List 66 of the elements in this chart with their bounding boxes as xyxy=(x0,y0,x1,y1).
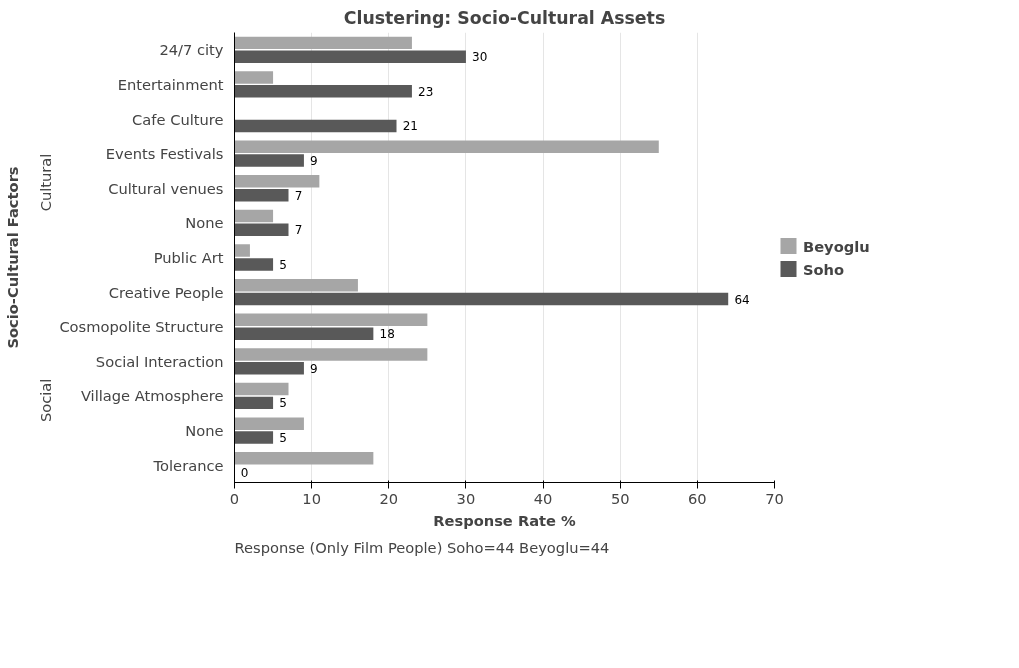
text: Social xyxy=(37,378,54,423)
x-axis-title: Response Rate % xyxy=(433,511,577,529)
y-tick-label: Public Art xyxy=(153,249,224,266)
bar xyxy=(234,313,428,327)
bar xyxy=(234,85,412,98)
data-label: 30 xyxy=(472,50,488,65)
data-label: 23 xyxy=(418,84,434,99)
data-label: 7 xyxy=(294,223,303,238)
data-label: 5 xyxy=(279,431,287,445)
bar xyxy=(234,140,659,153)
bar xyxy=(234,362,304,375)
y-tick-label: None xyxy=(185,422,224,440)
data-label: 21 xyxy=(402,119,418,134)
y-tick-label: Events Festivals xyxy=(105,145,224,163)
y-tick-label: Tolerance xyxy=(152,456,224,474)
data-label: 18 xyxy=(379,327,395,342)
bar xyxy=(234,382,289,396)
bar xyxy=(234,223,289,237)
y-axis-title: Socio-Cultural Factors xyxy=(3,166,21,349)
bar xyxy=(234,431,274,444)
data-label: 64 xyxy=(734,292,750,307)
data-label: 5 xyxy=(279,257,287,272)
data-label: 7 xyxy=(294,188,303,203)
text: Cultural xyxy=(37,153,54,212)
bar xyxy=(234,71,274,84)
bar xyxy=(234,188,289,202)
y-tick-label: Social Interaction xyxy=(95,352,224,370)
y-tick-label: Cultural venues xyxy=(108,179,224,197)
bar xyxy=(234,348,428,361)
bar xyxy=(234,452,374,465)
legend-label: Soho xyxy=(803,260,846,277)
x-tick-label: 40 xyxy=(533,489,553,507)
chart-title: Clustering: Socio-Cultural Assets xyxy=(343,7,666,28)
bar xyxy=(234,154,304,167)
y-tick-label: Cafe Culture xyxy=(132,110,224,128)
bar xyxy=(234,209,274,223)
x-tick-label: 20 xyxy=(379,489,399,507)
y-tick-label: Cosmopolite Structure xyxy=(59,318,224,336)
bar xyxy=(234,50,466,63)
legend-label: Beyoglu xyxy=(803,237,870,254)
bar xyxy=(234,327,374,340)
data-label: 0 xyxy=(240,465,249,480)
bar xyxy=(234,292,729,306)
x-tick-label: 50 xyxy=(610,489,630,507)
y-tick-label: 24/7 city xyxy=(159,41,224,59)
x-tick-label: 0 xyxy=(229,489,240,507)
bar xyxy=(234,36,412,50)
bar xyxy=(234,278,358,292)
x-tick-label: 30 xyxy=(456,489,476,507)
y-tick-label: Creative People xyxy=(108,283,224,301)
bar xyxy=(234,119,397,133)
data-label: 9 xyxy=(310,361,318,376)
bar xyxy=(234,417,304,430)
bar xyxy=(234,258,274,271)
bar xyxy=(234,396,274,410)
y-tick-label: Entertainment xyxy=(117,75,224,93)
text: Response (Only Film People) Soho=44 Beyoglu=44 xyxy=(234,538,610,556)
bar xyxy=(234,244,250,257)
y-tick-label: None xyxy=(185,214,224,232)
x-tick-label: 10 xyxy=(302,489,321,507)
x-tick-label: 70 xyxy=(765,489,784,507)
data-label: 5 xyxy=(279,396,287,411)
y-tick-label: Village Atmosphere xyxy=(80,387,224,405)
bar xyxy=(234,175,320,188)
x-tick-label: 60 xyxy=(688,489,707,507)
data-label: 9 xyxy=(310,154,318,169)
